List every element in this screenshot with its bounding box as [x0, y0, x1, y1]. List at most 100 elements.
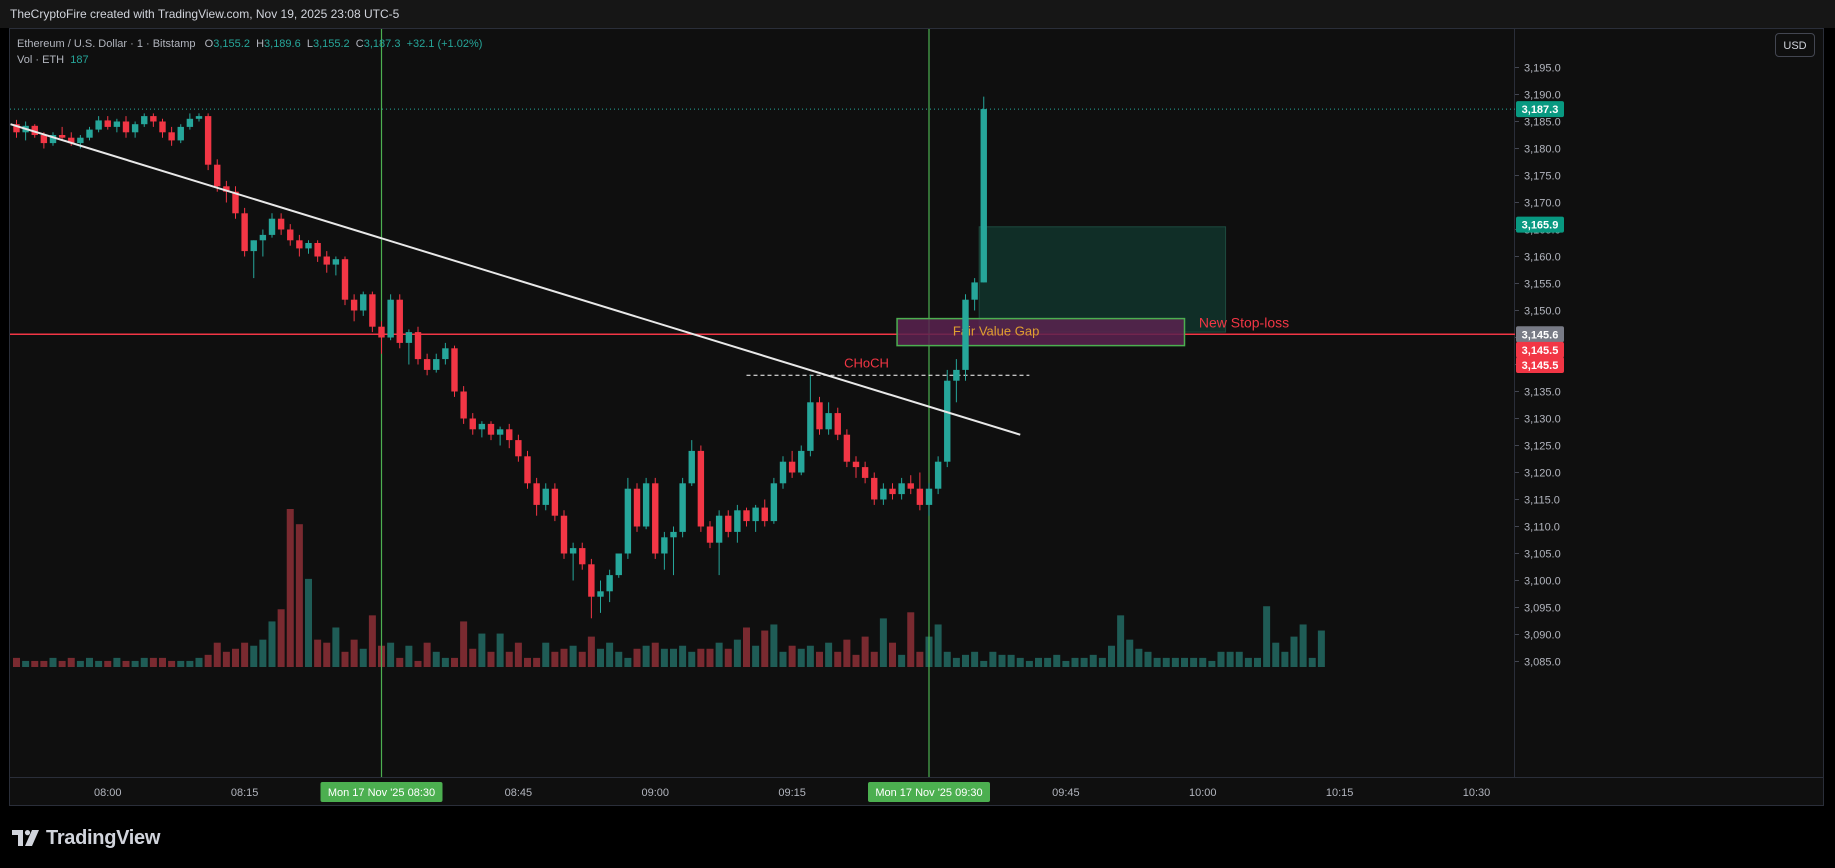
candle[interactable] [332, 256, 340, 276]
candle[interactable] [642, 477, 650, 530]
candle[interactable] [58, 126, 66, 141]
candle[interactable] [341, 256, 349, 306]
legend-symbol[interactable]: Ethereum / U.S. Dollar · 1 · Bitstamp [17, 38, 196, 50]
session-time-badge[interactable]: Mon 17 Nov '25 09:30 [868, 782, 990, 802]
candle[interactable] [934, 456, 942, 495]
candle[interactable] [944, 369, 951, 468]
candle[interactable] [980, 96, 987, 283]
candle[interactable] [305, 240, 312, 254]
candle[interactable] [360, 291, 367, 316]
candle[interactable] [779, 456, 787, 489]
candle[interactable] [633, 483, 641, 532]
candle[interactable] [277, 213, 285, 235]
candle[interactable] [752, 504, 759, 532]
candle[interactable] [487, 421, 495, 441]
candle[interactable] [907, 475, 914, 495]
candle[interactable] [232, 186, 239, 219]
candle[interactable] [186, 113, 194, 130]
candle[interactable] [442, 342, 449, 365]
candle[interactable] [743, 507, 750, 527]
chart-frame[interactable]: New Stop-loss Fair Value Gap CHoCH 3,085.0 3… [9, 28, 1824, 806]
candle[interactable] [369, 291, 376, 333]
price-badge[interactable]: 3,187.3 [1516, 101, 1564, 118]
candle[interactable] [770, 477, 778, 524]
candle[interactable] [268, 213, 276, 238]
candle[interactable] [241, 207, 248, 257]
candle[interactable] [807, 375, 814, 457]
candle[interactable] [615, 553, 622, 578]
candle[interactable] [898, 477, 905, 500]
price-badge[interactable]: 3,145.6 [1516, 326, 1564, 343]
candle[interactable] [624, 477, 632, 559]
candle[interactable] [259, 229, 267, 257]
candle[interactable] [788, 450, 796, 478]
candle[interactable] [314, 240, 321, 262]
candle[interactable] [22, 121, 29, 141]
candle[interactable] [843, 429, 851, 468]
candle[interactable] [661, 531, 668, 570]
candle[interactable] [953, 359, 960, 403]
candle[interactable] [533, 477, 540, 516]
candle[interactable] [679, 477, 686, 538]
price-badge[interactable]: 3,145.5 [1516, 341, 1564, 358]
candle[interactable] [670, 526, 677, 576]
candle[interactable] [825, 402, 832, 435]
candle[interactable] [469, 413, 476, 435]
candle[interactable] [871, 472, 878, 505]
candle[interactable] [323, 251, 330, 273]
candle[interactable] [287, 224, 294, 246]
candle[interactable] [214, 159, 221, 192]
candle[interactable] [460, 386, 467, 424]
candle[interactable] [131, 121, 139, 138]
candle[interactable] [916, 472, 924, 511]
candle[interactable] [925, 483, 933, 516]
candle[interactable] [378, 321, 385, 354]
price-badge[interactable]: 3,145.5 [1516, 357, 1564, 374]
fair-value-gap-box[interactable] [896, 317, 1186, 347]
candle[interactable] [86, 126, 93, 141]
candle[interactable] [506, 423, 513, 449]
candle[interactable] [95, 116, 102, 133]
candle[interactable] [706, 521, 714, 549]
candle[interactable] [889, 483, 896, 500]
candle[interactable] [150, 113, 157, 127]
candle[interactable] [204, 113, 212, 171]
candle[interactable] [688, 440, 695, 486]
candle[interactable] [296, 234, 303, 257]
candle[interactable] [542, 483, 549, 511]
candle[interactable] [761, 499, 768, 527]
candle[interactable] [405, 329, 413, 365]
candle[interactable] [971, 278, 978, 311]
candle[interactable] [880, 483, 887, 505]
candle[interactable] [451, 345, 458, 397]
candle[interactable] [962, 294, 969, 381]
tradingview-brand[interactable]: TradingView [12, 826, 160, 850]
target-zone[interactable] [978, 226, 1227, 333]
candle[interactable] [122, 116, 130, 138]
candle[interactable] [798, 445, 805, 476]
candle[interactable] [852, 456, 860, 478]
candle[interactable] [560, 510, 568, 559]
candle[interactable] [496, 426, 504, 446]
candle[interactable] [350, 294, 358, 322]
candle[interactable] [396, 294, 403, 349]
candle[interactable] [387, 294, 394, 341]
candle[interactable] [423, 353, 431, 376]
candle[interactable] [597, 580, 604, 613]
candle[interactable] [104, 116, 111, 130]
candle[interactable] [414, 326, 422, 365]
trendline[interactable] [10, 123, 1021, 436]
candle[interactable] [524, 450, 531, 489]
candle[interactable] [433, 353, 440, 373]
candle[interactable] [652, 477, 659, 559]
candle[interactable] [141, 113, 148, 127]
candle[interactable] [478, 421, 486, 438]
price-chart[interactable]: New Stop-loss Fair Value Gap CHoCH 3,085.0 3… [10, 29, 1823, 805]
candle[interactable] [697, 445, 705, 532]
candle[interactable] [159, 118, 166, 138]
candle[interactable] [13, 119, 20, 138]
currency-button[interactable]: USD [1775, 33, 1815, 57]
candle[interactable] [606, 569, 613, 603]
candle[interactable] [569, 542, 577, 581]
candle[interactable] [250, 240, 257, 279]
